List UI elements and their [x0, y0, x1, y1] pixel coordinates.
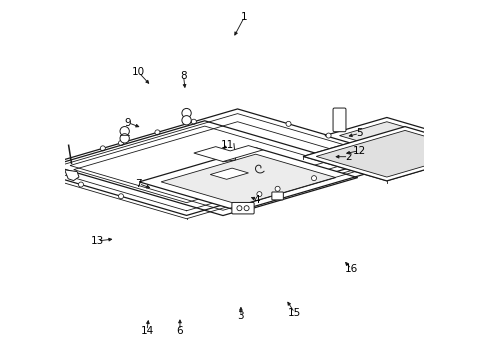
FancyBboxPatch shape [231, 202, 254, 214]
Circle shape [118, 140, 123, 145]
Polygon shape [30, 112, 393, 219]
Circle shape [244, 206, 248, 211]
FancyBboxPatch shape [332, 108, 345, 132]
Circle shape [285, 121, 290, 126]
Circle shape [78, 182, 83, 187]
Polygon shape [64, 170, 79, 181]
Polygon shape [139, 148, 357, 212]
Text: 14: 14 [140, 325, 153, 336]
Text: 5: 5 [355, 129, 362, 138]
Text: 7: 7 [135, 179, 142, 189]
FancyBboxPatch shape [21, 171, 46, 190]
Circle shape [182, 116, 191, 125]
FancyBboxPatch shape [271, 192, 283, 200]
Circle shape [191, 119, 196, 124]
Text: 9: 9 [124, 118, 131, 128]
Text: 11: 11 [220, 140, 233, 150]
Text: 1: 1 [241, 12, 247, 22]
Circle shape [236, 206, 242, 211]
Text: 6: 6 [176, 325, 183, 336]
Polygon shape [193, 145, 263, 162]
Circle shape [275, 186, 280, 191]
Text: 4: 4 [253, 195, 260, 205]
Text: 12: 12 [352, 145, 365, 156]
Polygon shape [324, 117, 488, 171]
Circle shape [100, 146, 105, 151]
Text: 8: 8 [180, 71, 186, 81]
Circle shape [118, 194, 123, 199]
Text: 13: 13 [91, 236, 104, 246]
Polygon shape [30, 109, 393, 215]
Circle shape [182, 108, 191, 118]
Polygon shape [303, 127, 488, 181]
Polygon shape [74, 122, 350, 203]
Circle shape [325, 133, 330, 138]
Text: 3: 3 [237, 311, 244, 321]
FancyBboxPatch shape [458, 143, 474, 150]
Circle shape [120, 134, 129, 143]
Text: 2: 2 [345, 152, 351, 162]
Circle shape [256, 192, 262, 197]
Text: 15: 15 [287, 308, 301, 318]
Text: 10: 10 [132, 67, 145, 77]
Circle shape [347, 165, 352, 170]
Polygon shape [210, 168, 248, 179]
Circle shape [311, 176, 316, 181]
Circle shape [120, 127, 129, 136]
Circle shape [155, 130, 160, 135]
Polygon shape [339, 122, 488, 166]
FancyBboxPatch shape [469, 145, 485, 154]
Polygon shape [303, 127, 488, 181]
Polygon shape [316, 130, 475, 177]
Text: 16: 16 [344, 264, 357, 274]
Polygon shape [161, 154, 335, 205]
